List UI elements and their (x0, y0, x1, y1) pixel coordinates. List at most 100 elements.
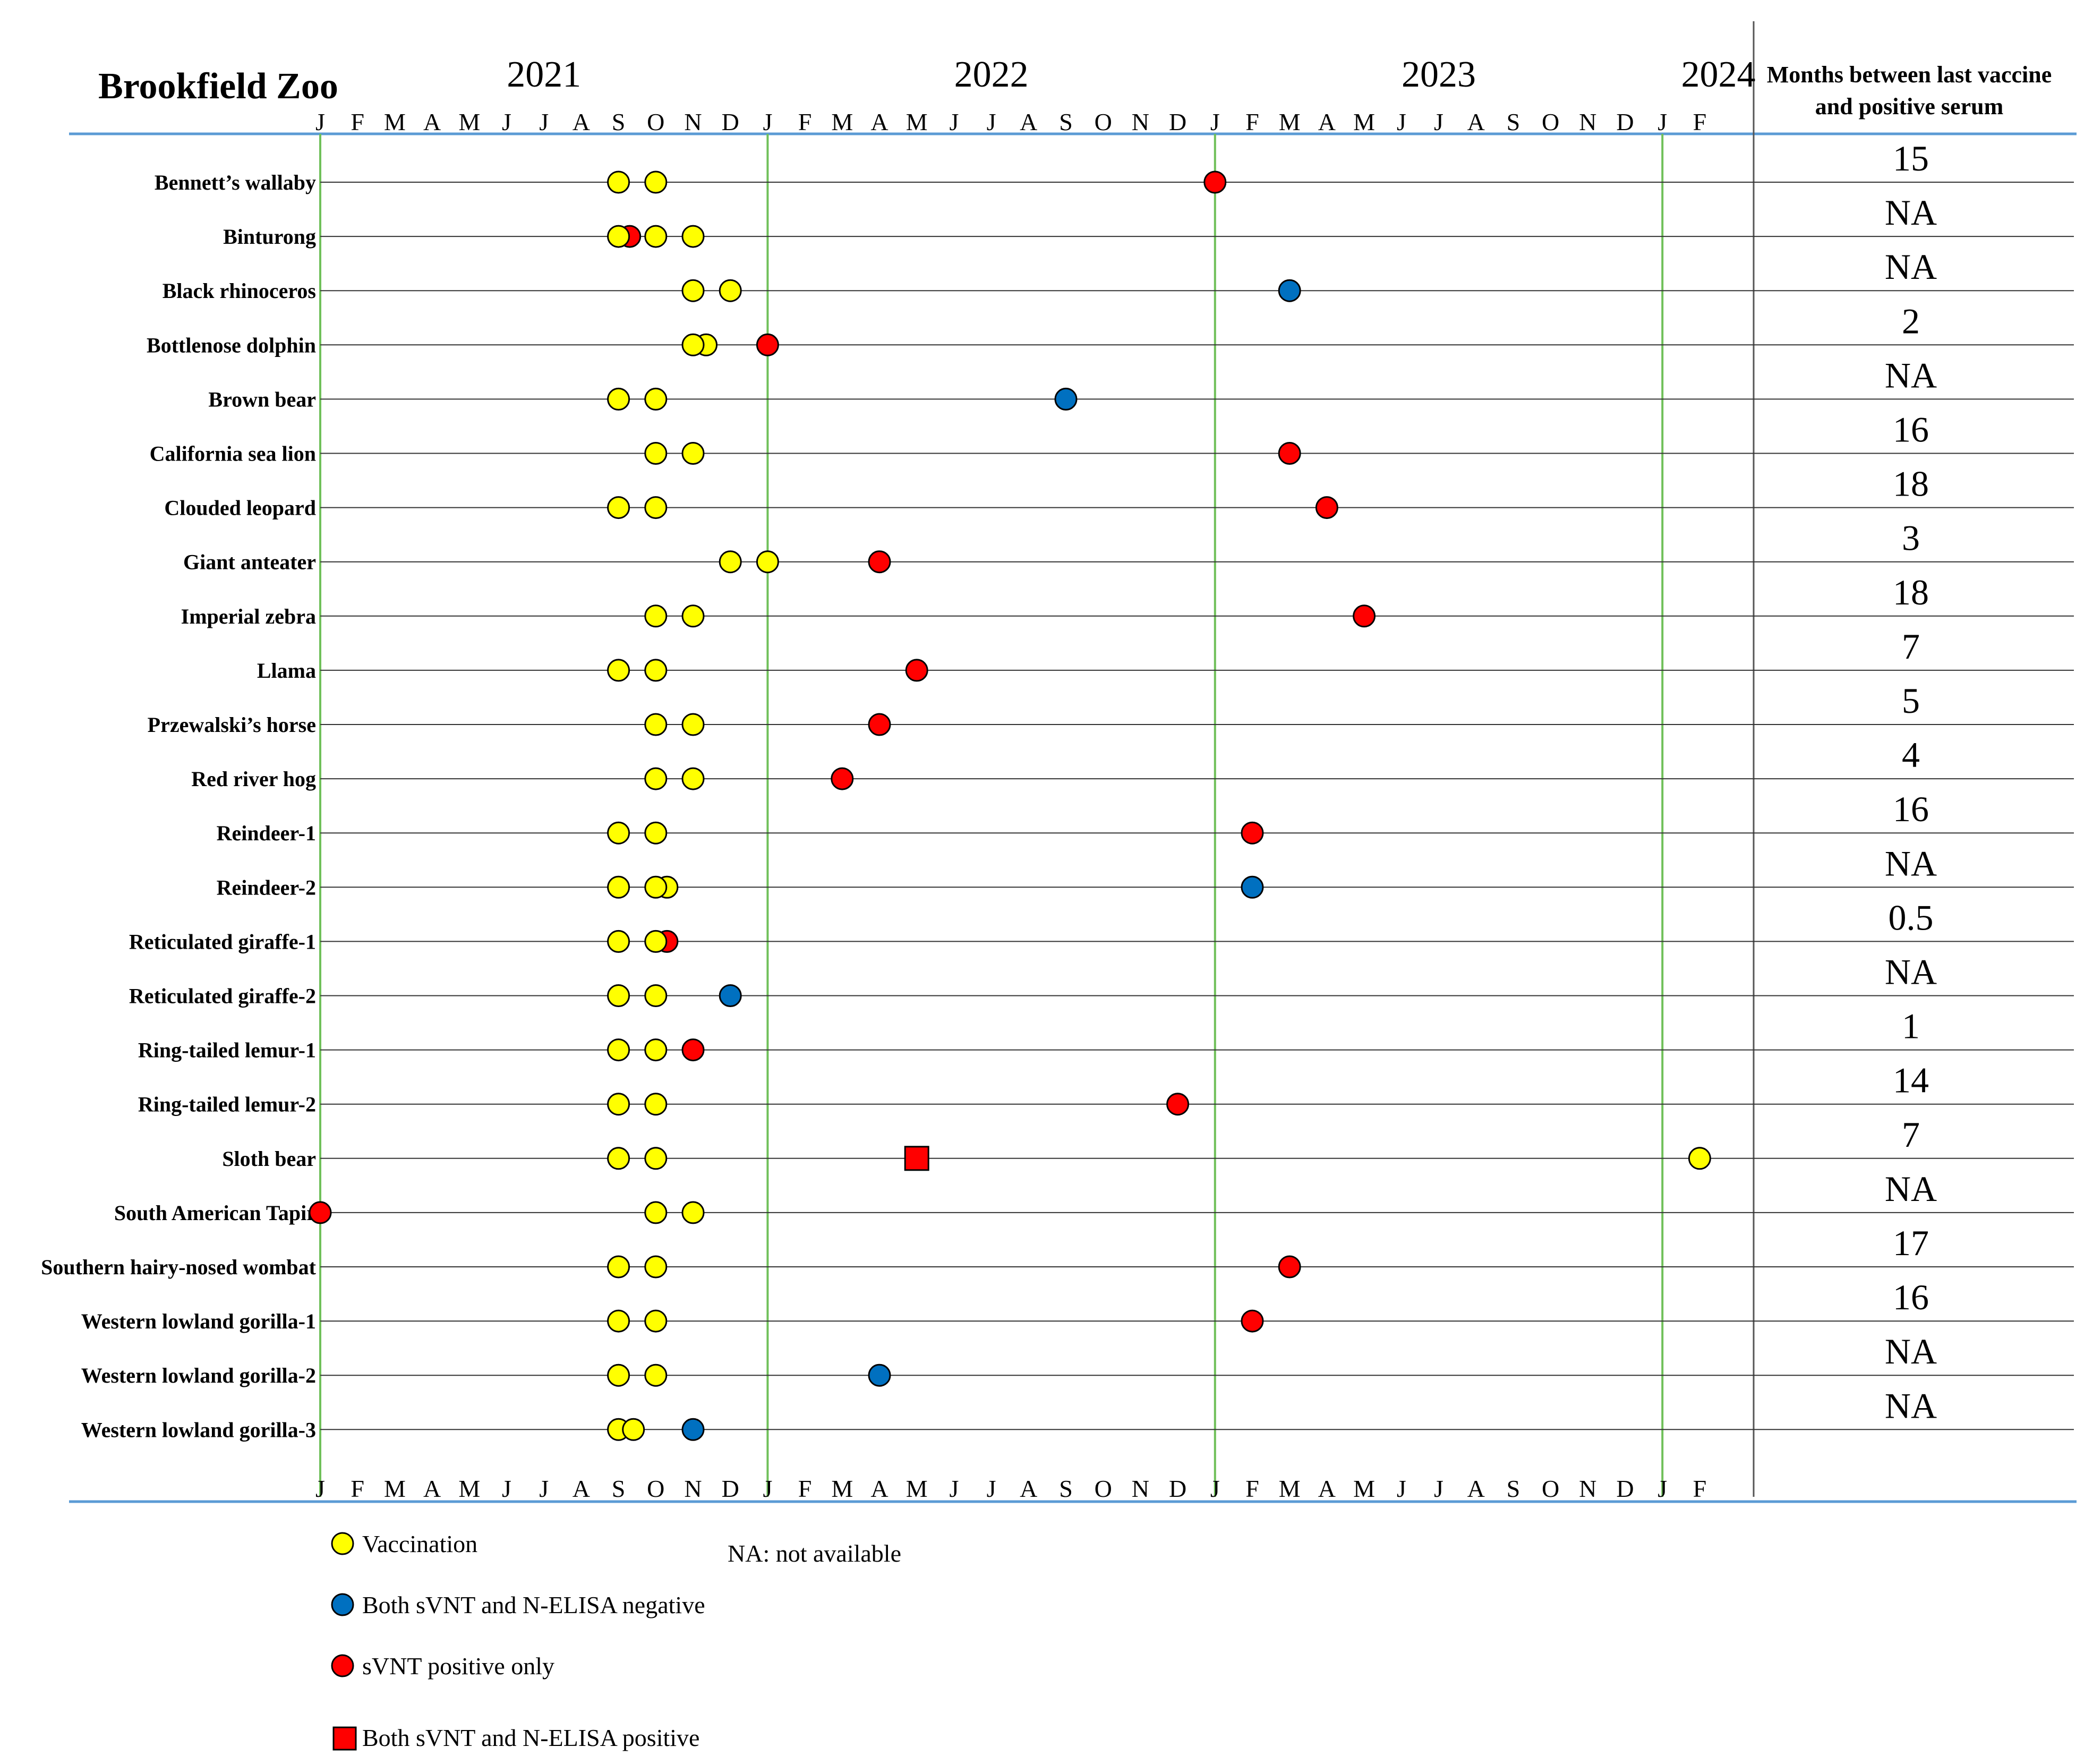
month-tick-label-top: M (906, 108, 928, 135)
legend-swatch-svnt_positive (331, 1654, 354, 1677)
month-tick-label-top: J (1397, 108, 1406, 135)
month-tick-label-top: A (573, 108, 590, 135)
marker-vaccination (607, 1309, 630, 1333)
year-label: 2024 (1681, 54, 1756, 95)
marker-svnt_positive (681, 1038, 705, 1062)
year-labels: 2021 2022 2023 2024 (507, 54, 1755, 95)
animal-label: Ring-tailed lemur-2 (138, 1093, 316, 1117)
month-tick-label-bottom: J (1658, 1475, 1667, 1502)
animal-label: Binturong (223, 225, 316, 249)
month-tick-label-top: M (831, 108, 853, 135)
grid-layer (69, 21, 2077, 1503)
animal-label: Sloth bear (222, 1147, 316, 1171)
animal-label: Giant anteater (183, 550, 316, 574)
month-labels: JJFFMMAAMMJJJJAASSOONNDDJJFFMMAAMMJJJJAA… (315, 108, 1706, 1502)
animal-label: Llama (257, 659, 316, 683)
marker-vaccination (607, 1147, 630, 1170)
animal-label: Reticulated giraffe-1 (129, 930, 316, 953)
animal-label: Red river hog (191, 767, 316, 791)
marker-vaccination (607, 387, 630, 411)
animal-label: California sea lion (150, 442, 316, 466)
marker-svnt_positive (1166, 1093, 1190, 1116)
marker-svnt_positive (1278, 1255, 1301, 1279)
marker-both_negative (1278, 279, 1301, 302)
month-tick-label-bottom: J (1434, 1475, 1443, 1502)
legend-label-vaccination: Vaccination (362, 1530, 477, 1557)
month-tick-label-top: N (684, 108, 702, 135)
marker-vaccination (622, 1418, 645, 1441)
marker-vaccination (644, 1364, 668, 1387)
month-tick-label-top: O (1542, 108, 1559, 135)
month-tick-label-top: M (458, 108, 480, 135)
marker-vaccination (719, 279, 742, 302)
months-value: 0.5 (1889, 897, 1934, 938)
month-tick-label-bottom: M (906, 1475, 928, 1502)
months-value: NA (1885, 843, 1937, 883)
year-label: 2022 (954, 54, 1029, 95)
marker-svnt_positive (831, 767, 854, 790)
marker-vaccination (681, 225, 705, 248)
months-column-header-line-1: Months between last vaccine (1767, 62, 2052, 88)
month-tick-label-bottom: J (1397, 1475, 1406, 1502)
month-tick-label-bottom: J (315, 1475, 325, 1502)
month-tick-label-top: D (722, 108, 739, 135)
animal-label: Brown bear (208, 387, 316, 411)
animal-label: Bennett’s wallaby (155, 171, 316, 194)
marker-vaccination (1688, 1147, 1711, 1170)
month-tick-label-bottom: J (1210, 1475, 1220, 1502)
legend-swatch-both_negative (331, 1593, 354, 1616)
marker-vaccination (607, 875, 630, 899)
marker-svnt_positive (868, 713, 891, 736)
months-value: NA (1885, 1169, 1937, 1209)
legend-label-both_positive: Both sVNT and N-ELISA positive (362, 1724, 699, 1751)
month-tick-label-top: J (1658, 108, 1667, 135)
month-tick-label-top: J (1434, 108, 1443, 135)
marker-both_negative (868, 1364, 891, 1387)
month-tick-label-top: S (1059, 108, 1073, 135)
month-tick-label-bottom: J (539, 1475, 549, 1502)
marker-both_negative (681, 1418, 705, 1441)
marker-svnt_positive (1353, 604, 1376, 628)
marker-vaccination (607, 171, 630, 194)
month-tick-label-top: J (315, 108, 325, 135)
animal-label: Western lowland gorilla-2 (81, 1364, 316, 1387)
months-value: 18 (1893, 572, 1929, 612)
month-tick-label-top: N (1132, 108, 1149, 135)
animal-label: Reindeer-2 (217, 875, 316, 899)
marker-vaccination (607, 1093, 630, 1116)
marker-vaccination (644, 442, 668, 465)
months-column: Months between last vaccine and positive… (1767, 62, 2052, 1426)
months-value: 2 (1902, 301, 1920, 341)
marker-vaccination (644, 713, 668, 736)
month-tick-label-top: J (949, 108, 959, 135)
month-tick-label-top: J (502, 108, 511, 135)
month-tick-label-top: F (351, 108, 364, 135)
month-tick-label-bottom: M (1353, 1475, 1375, 1502)
months-value: NA (1885, 246, 1937, 287)
month-tick-label-top: F (798, 108, 812, 135)
month-tick-label-bottom: S (1507, 1475, 1520, 1502)
month-tick-label-top: F (1245, 108, 1259, 135)
legend-swatch-both_positive (332, 1726, 357, 1751)
animal-label: Przewalski’s horse (148, 713, 316, 737)
marker-vaccination (644, 604, 668, 628)
na-note: NA: not available (728, 1540, 901, 1567)
marker-vaccination (681, 767, 705, 790)
month-tick-label-top: J (539, 108, 549, 135)
month-tick-label-top: J (987, 108, 996, 135)
month-tick-label-bottom: M (384, 1475, 406, 1502)
marker-vaccination (644, 171, 668, 194)
month-tick-label-bottom: D (1616, 1475, 1634, 1502)
marker-vaccination (607, 1255, 630, 1279)
months-value: 17 (1893, 1223, 1929, 1263)
months-column-header-line-2: and positive serum (1815, 93, 2003, 120)
month-tick-label-bottom: F (351, 1475, 364, 1502)
legend: Vaccination Both sVNT and N-ELISA negativ… (331, 1530, 705, 1751)
marker-svnt_positive (1241, 1309, 1264, 1333)
animal-label: Reindeer-1 (217, 821, 316, 845)
month-tick-label-bottom: J (763, 1475, 772, 1502)
month-tick-label-bottom: A (1318, 1475, 1336, 1502)
marker-vaccination (644, 225, 668, 248)
